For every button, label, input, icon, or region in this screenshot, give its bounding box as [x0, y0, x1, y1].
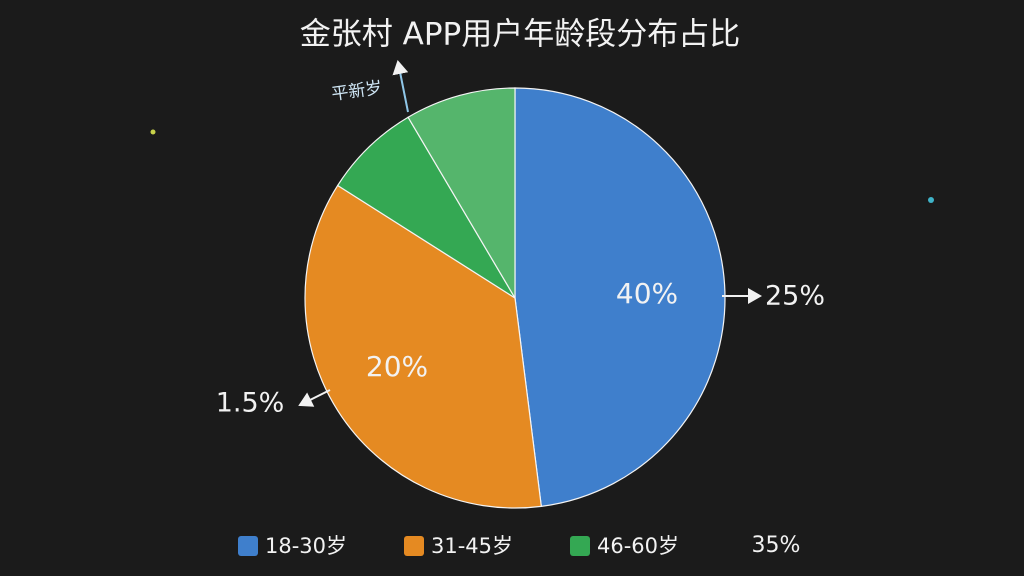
- decor-dot: [928, 197, 934, 203]
- legend-label: 46-60岁: [597, 534, 679, 558]
- annotation: 20%: [366, 350, 428, 383]
- legend: 18-30岁 31-45岁 46-60岁: [238, 534, 679, 558]
- pie-slice: [336, 116, 516, 299]
- chart-title: 金张村 APP用户年龄段分布占比: [300, 17, 740, 53]
- decor-dot: [150, 129, 156, 135]
- arrow: [392, 60, 409, 113]
- legend-swatch: [570, 536, 590, 556]
- annotation: 35%: [752, 533, 801, 558]
- pie-slice: [407, 87, 516, 301]
- arrow: [298, 389, 331, 407]
- annotation: 25%: [765, 281, 825, 312]
- annotation: 1.5%: [216, 388, 285, 419]
- legend-label: 31-45岁: [431, 534, 513, 558]
- legend-swatch: [404, 536, 424, 556]
- legend-label: 18-30岁: [265, 534, 347, 558]
- legend-swatch: [238, 536, 258, 556]
- pie-slice: [514, 87, 726, 508]
- pie: [304, 87, 726, 509]
- annotation: 40%: [616, 277, 678, 310]
- pie-slice: [304, 184, 542, 509]
